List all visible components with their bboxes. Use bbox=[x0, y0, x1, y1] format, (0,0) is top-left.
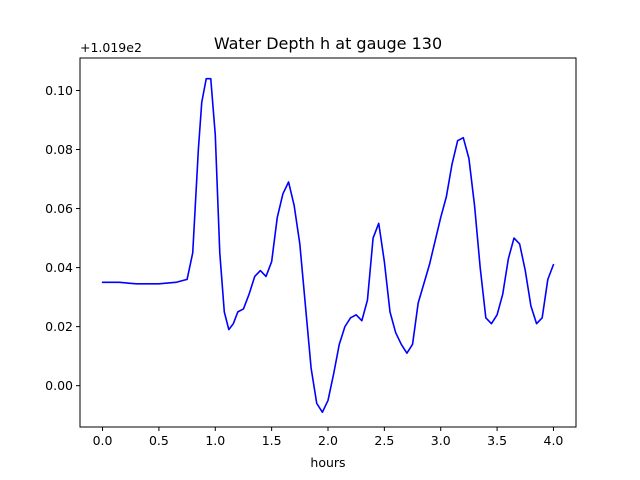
y-tick-label: 0.08 bbox=[45, 142, 73, 157]
y-tick-label: 0.04 bbox=[45, 260, 73, 275]
x-tick-label: 4.0 bbox=[544, 433, 564, 448]
y-offset-label: +1.019e2 bbox=[80, 40, 142, 55]
x-tick-label: 0.5 bbox=[149, 433, 169, 448]
x-tick-label: 3.0 bbox=[431, 433, 451, 448]
x-tick-label: 3.5 bbox=[487, 433, 507, 448]
chart-title: Water Depth h at gauge 130 bbox=[214, 34, 442, 53]
plot-area: 0.0 0.5 1.0 1.5 2.0 2.5 3.0 3.5 4.0 0.00 0.02 0.04 0… bbox=[45, 57, 577, 448]
y-tick-label: 0.10 bbox=[45, 83, 73, 98]
x-tick-label: 2.0 bbox=[318, 433, 338, 448]
x-axis-label: hours bbox=[310, 455, 345, 470]
series-line-0 bbox=[101, 77, 555, 414]
x-tick-label: 2.5 bbox=[374, 433, 394, 448]
plot-frame bbox=[79, 57, 577, 428]
y-tick-label: 0.02 bbox=[45, 319, 73, 334]
y-tick-label: 0.06 bbox=[45, 201, 73, 216]
x-tick-label: 1.5 bbox=[262, 433, 282, 448]
y-tick-label: 0.00 bbox=[45, 378, 73, 393]
x-tick-label: 1.0 bbox=[205, 433, 225, 448]
x-tick-label: 0.0 bbox=[93, 433, 113, 448]
